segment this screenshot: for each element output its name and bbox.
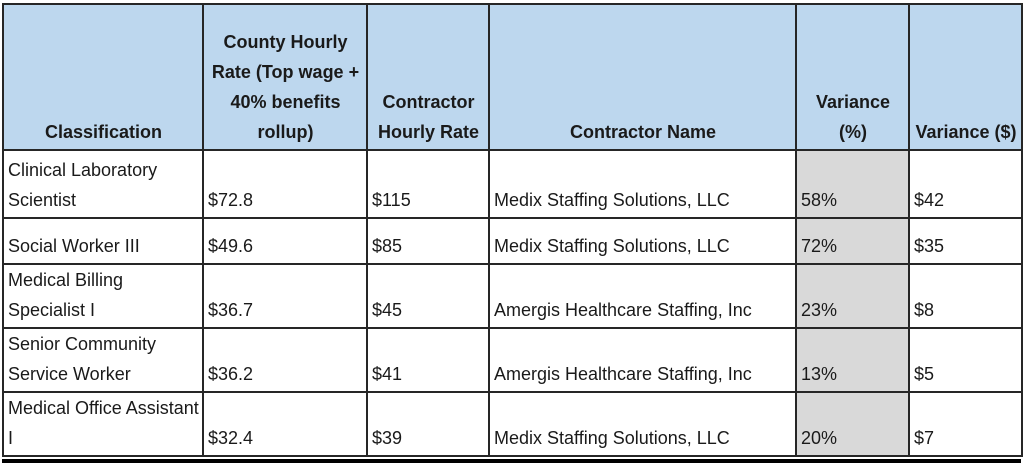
cell-county-hourly-rate: $72.8 <box>202 149 368 219</box>
cell-county-hourly-rate: $32.4 <box>202 391 368 457</box>
column-header-variance-dollar: Variance ($) <box>908 3 1023 151</box>
contractor-rates-table: Classification County Hourly Rate (Top w… <box>2 3 1023 457</box>
cell-contractor-name: Amergis Healthcare Staffing, Inc <box>488 327 797 393</box>
cell-contractor-hourly-rate: $41 <box>366 327 490 393</box>
header-row: Classification County Hourly Rate (Top w… <box>2 3 1023 151</box>
cell-classification: Medical Office Assistant I <box>2 391 204 457</box>
rates-table-wrapper: Classification County Hourly Rate (Top w… <box>2 3 1023 463</box>
cell-county-hourly-rate: $36.7 <box>202 263 368 329</box>
cell-variance-pct: 58% <box>795 149 910 219</box>
cell-variance-pct: 23% <box>795 263 910 329</box>
column-header-classification: Classification <box>2 3 204 151</box>
cell-variance-dollar: $35 <box>908 217 1023 265</box>
column-header-contractor-hourly-rate: Contractor Hourly Rate <box>366 3 490 151</box>
cell-classification: Social Worker III <box>2 217 204 265</box>
cell-variance-pct: 20% <box>795 391 910 457</box>
cell-county-hourly-rate: $49.6 <box>202 217 368 265</box>
table-row: Social Worker III $49.6 $85 Medix Staffi… <box>2 217 1023 265</box>
cell-county-hourly-rate: $36.2 <box>202 327 368 393</box>
cell-variance-dollar: $8 <box>908 263 1023 329</box>
column-header-variance-pct: Variance (%) <box>795 3 910 151</box>
table-row: Clinical Laboratory Scientist $72.8 $115… <box>2 149 1023 219</box>
cell-contractor-name: Medix Staffing Solutions, LLC <box>488 217 797 265</box>
cell-variance-dollar: $5 <box>908 327 1023 393</box>
table-row: Medical Office Assistant I $32.4 $39 Med… <box>2 391 1023 457</box>
cell-variance-dollar: $42 <box>908 149 1023 219</box>
column-header-county-hourly-rate: County Hourly Rate (Top wage + 40% benef… <box>202 3 368 151</box>
column-header-contractor-name: Contractor Name <box>488 3 797 151</box>
cell-classification: Medical Billing Specialist I <box>2 263 204 329</box>
cell-variance-pct: 72% <box>795 217 910 265</box>
cell-contractor-hourly-rate: $85 <box>366 217 490 265</box>
cell-contractor-hourly-rate: $39 <box>366 391 490 457</box>
cell-contractor-hourly-rate: $45 <box>366 263 490 329</box>
cell-variance-dollar: $7 <box>908 391 1023 457</box>
cell-contractor-hourly-rate: $115 <box>366 149 490 219</box>
cell-classification: Clinical Laboratory Scientist <box>2 149 204 219</box>
table-row: Medical Billing Specialist I $36.7 $45 A… <box>2 263 1023 329</box>
cell-contractor-name: Amergis Healthcare Staffing, Inc <box>488 263 797 329</box>
cell-contractor-name: Medix Staffing Solutions, LLC <box>488 149 797 219</box>
table-row: Senior Community Service Worker $36.2 $4… <box>2 327 1023 393</box>
cell-contractor-name: Medix Staffing Solutions, LLC <box>488 391 797 457</box>
cell-variance-pct: 13% <box>795 327 910 393</box>
cell-classification: Senior Community Service Worker <box>2 327 204 393</box>
